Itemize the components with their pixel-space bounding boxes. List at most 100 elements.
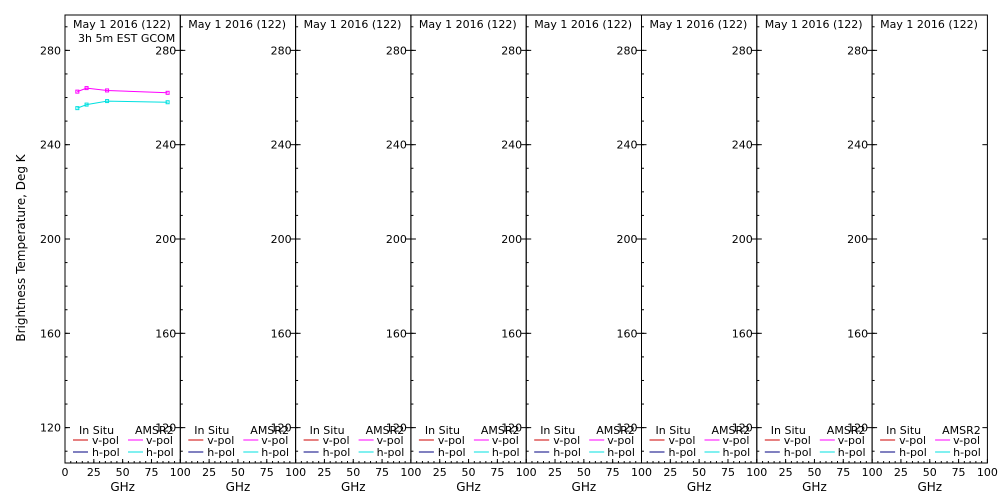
legend-insitu-v-label: v-pol (92, 434, 119, 447)
legend-insitu-h-label: h-pol (323, 446, 351, 459)
x-tick-label: 25 (317, 466, 331, 479)
legend-insitu-v-label: v-pol (553, 434, 580, 447)
chart-panel: May 1 2016 (122) 120 160 200 240 280 25 50 75 100… (155, 14, 306, 494)
x-tick-label: 50 (923, 466, 937, 479)
x-tick-label: 25 (433, 466, 447, 479)
panel-title: May 1 2016 (122) (650, 18, 748, 31)
y-tick-label: 240 (155, 139, 176, 152)
y-tick-label: 240 (40, 139, 61, 152)
y-tick-label: 240 (386, 139, 407, 152)
x-tick-label: 100 (170, 466, 191, 479)
y-tick-label: 200 (155, 233, 176, 246)
y-tick-label: 120 (271, 422, 292, 435)
x-tick-label: 100 (516, 466, 537, 479)
x-tick-label: 25 (663, 466, 677, 479)
panel-title: May 1 2016 (122) (534, 18, 632, 31)
legend-amsr2-v-label: v-pol (953, 434, 980, 447)
y-tick-label: 160 (847, 327, 868, 340)
y-tick-label: 120 (40, 422, 61, 435)
chart-panel: May 1 2016 (122) 120 160 200 240 280 25 50 75 100… (732, 14, 883, 494)
x-axis-label: GHz (341, 480, 366, 494)
x-tick-label: 50 (692, 466, 706, 479)
legend-amsr2-v-label: v-pol (261, 434, 288, 447)
series-line (77, 100, 168, 109)
chart-panel: May 1 2016 (122) 120 160 200 240 280 25 50 75 100… (386, 14, 537, 494)
y-tick-label: 160 (40, 327, 61, 340)
legend-insitu-h-label: h-pol (784, 446, 812, 459)
legend-header-insitu: In Situ (425, 424, 460, 437)
legend-header-insitu: In Situ (540, 424, 575, 437)
y-tick-label: 120 (155, 422, 176, 435)
y-tick-label: 160 (617, 327, 638, 340)
y-tick-label: 240 (732, 139, 753, 152)
y-tick-label: 280 (501, 44, 522, 57)
y-tick-label: 280 (617, 44, 638, 57)
x-tick-label: 25 (202, 466, 216, 479)
legend-insitu-v-label: v-pol (784, 434, 811, 447)
data-point (75, 89, 80, 94)
x-tick-label: 25 (548, 466, 562, 479)
y-tick-label: 200 (732, 233, 753, 246)
x-tick-label: 75 (721, 466, 735, 479)
legend-insitu-h-label: h-pol (553, 446, 581, 459)
y-tick-label: 120 (732, 422, 753, 435)
legend-insitu-h-label: h-pol (438, 446, 466, 459)
y-tick-label: 200 (617, 233, 638, 246)
x-tick-label: 50 (462, 466, 476, 479)
x-tick-label: 100 (977, 466, 998, 479)
y-tick-label: 120 (501, 422, 522, 435)
x-tick-label: 100 (746, 466, 767, 479)
x-axis-label: GHz (572, 480, 597, 494)
x-axis-label: GHz (226, 480, 251, 494)
x-tick-label: 75 (606, 466, 620, 479)
y-tick-label: 160 (386, 327, 407, 340)
x-axis-label: GHz (687, 480, 712, 494)
legend-amsr2-v-label: v-pol (838, 434, 865, 447)
legend-amsr2-h-label: h-pol (146, 446, 174, 459)
y-tick-label: 200 (386, 233, 407, 246)
x-tick-label: 100 (862, 466, 883, 479)
legend-insitu-h-label: h-pol (92, 446, 120, 459)
panel-title: May 1 2016 (122) (188, 18, 286, 31)
x-tick-label: 100 (631, 466, 652, 479)
data-point (75, 106, 80, 111)
legend-insitu-v-label: v-pol (899, 434, 926, 447)
x-tick-label: 75 (836, 466, 850, 479)
data-point (105, 88, 110, 93)
x-axis-label: GHz (110, 480, 135, 494)
legend-header-insitu: In Situ (886, 424, 921, 437)
legend-amsr2-v-label: v-pol (146, 434, 173, 447)
panel-title: May 1 2016 (122) (304, 18, 402, 31)
data-point (105, 99, 110, 104)
y-tick-label: 120 (847, 422, 868, 435)
y-tick-label: 240 (847, 139, 868, 152)
panel-frame (871, 14, 988, 464)
legend-amsr2-h-label: h-pol (492, 446, 520, 459)
x-tick-label: 50 (116, 466, 130, 479)
panel-title: May 1 2016 (122) (765, 18, 863, 31)
panel-subtitle: 3h 5m EST GCOM (78, 32, 175, 45)
x-tick-label: 100 (400, 466, 421, 479)
data-point (84, 102, 89, 107)
legend-amsr2-h-label: h-pol (261, 446, 289, 459)
y-tick-label: 280 (847, 44, 868, 57)
x-tick-label: 50 (346, 466, 360, 479)
chart-panel: May 1 2016 (122) 120 160 200 240 280 25 50 75 100… (271, 14, 421, 494)
legend-insitu-v-label: v-pol (207, 434, 234, 447)
y-tick-label: 160 (732, 327, 753, 340)
chart-panel: May 1 2016 (122) 120 160 200 240 280 25 50 75 100… (847, 14, 998, 494)
x-tick-label: 75 (952, 466, 966, 479)
legend-header-amsr2: AMSR2 (827, 424, 866, 437)
chart-panel: May 1 2016 (122)3h 5m EST GCOM 120 160 200 2… (40, 14, 191, 494)
chart-panel: May 1 2016 (122) 120 160 200 240 280 25 50 75 100… (617, 14, 767, 494)
legend-amsr2-h-label: h-pol (723, 446, 751, 459)
y-tick-label: 240 (271, 139, 292, 152)
legend-amsr2-v-label: v-pol (377, 434, 404, 447)
series-line (77, 87, 168, 94)
y-axis-label: Brightness Temperature, Deg K (14, 153, 28, 341)
x-tick-label: 50 (231, 466, 245, 479)
y-tick-label: 240 (617, 139, 638, 152)
x-tick-label: 75 (490, 466, 504, 479)
x-axis-label: GHz (917, 480, 942, 494)
